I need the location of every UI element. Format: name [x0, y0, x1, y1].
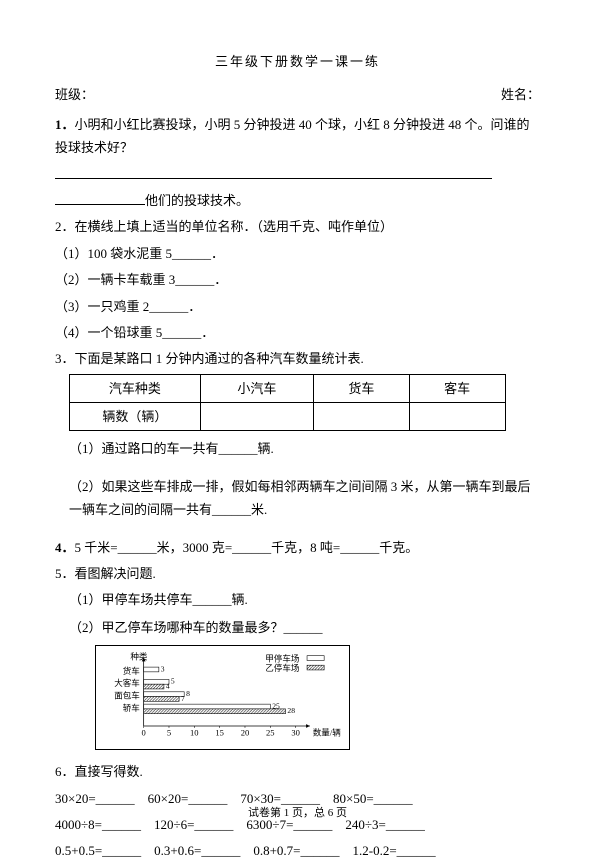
th4: 客车	[409, 374, 505, 402]
blank-line[interactable]	[55, 165, 492, 179]
q6-l3: 0.5+0.5=______ 0.3+0.6=______ 0.8+0.7=__…	[55, 839, 540, 862]
q1-text2: 他们的投球技术。	[55, 189, 540, 212]
th2: 小汽车	[200, 374, 313, 402]
q3-table: 汽车种类 小汽车 货车 客车 辆数（辆）	[69, 374, 506, 432]
q1-blank	[55, 163, 540, 186]
q2-stem: 2．在横线上填上适当的单位名称．（选用千克、吨作单位）	[55, 215, 540, 238]
q3-sub2: （2）如果这些车排成一排，假如每相邻两辆车之间间隔 3 米，从第一辆车到最后一辆…	[69, 475, 540, 522]
page-footer: 试卷第 1 页，总 6 页	[0, 804, 595, 824]
page-title: 三年级下册数学一课一练	[55, 50, 540, 73]
q1: 1．小明和小红比赛投球，小明 5 分钟投进 40 个球，小红 8 分钟投进 48…	[55, 113, 540, 160]
q4-text: 5 千米=______米，3000 克=______千克，8 吨=______千…	[75, 540, 419, 555]
td2[interactable]	[200, 403, 313, 431]
svg-text:15: 15	[215, 728, 224, 738]
svg-text:30: 30	[291, 728, 300, 738]
q3-stem: 3．下面是某路口 1 分钟内通过的各种汽车数量统计表.	[55, 347, 540, 370]
q4: 4．5 千米=______米，3000 克=______千克，8 吨=_____…	[55, 536, 540, 559]
svg-text:货车: 货车	[123, 665, 141, 676]
q1-text1: 小明和小红比赛投球，小明 5 分钟投进 40 个球，小红 8 分钟投进 48 个…	[55, 117, 530, 155]
svg-text:25: 25	[266, 728, 275, 738]
svg-text:数量/辆: 数量/辆	[313, 727, 341, 738]
svg-text:4: 4	[166, 682, 170, 691]
th1: 汽车种类	[70, 374, 201, 402]
svg-text:0: 0	[142, 728, 146, 738]
q3-sub1: （1）通过路口的车一共有______辆.	[69, 437, 540, 460]
svg-text:28: 28	[287, 706, 295, 715]
svg-text:3: 3	[161, 665, 165, 674]
th3: 货车	[314, 374, 410, 402]
svg-text:面包车: 面包车	[114, 690, 140, 701]
td4[interactable]	[409, 403, 505, 431]
q2-p2: （2）一辆卡车载重 3______．	[55, 268, 540, 291]
blank[interactable]	[55, 191, 145, 205]
td1: 辆数（辆）	[70, 403, 201, 431]
chart-svg: 种类051015202530数量/辆甲停车场乙停车场货车3大客车54面包车87轿…	[102, 650, 343, 745]
q1-num: 1．	[55, 117, 75, 132]
svg-text:20: 20	[241, 728, 250, 738]
header-row: 班级： 姓名：	[55, 83, 540, 106]
class-label: 班级：	[55, 83, 94, 106]
q2-p4: （4）一个铅球重 5______．	[55, 321, 540, 344]
svg-text:轿车: 轿车	[123, 702, 141, 713]
svg-text:10: 10	[190, 728, 199, 738]
q5-sub2: （2）甲乙停车场哪种车的数量最多？______	[69, 616, 540, 639]
name-label: 姓名：	[501, 83, 540, 106]
q5-stem: 5．看图解决问题.	[55, 562, 540, 585]
svg-text:8: 8	[186, 689, 190, 698]
svg-text:甲停车场: 甲停车场	[265, 653, 300, 664]
q6-stem: 6．直接写得数.	[55, 760, 540, 783]
svg-text:乙停车场: 乙停车场	[265, 662, 300, 673]
svg-text:种类: 种类	[130, 651, 148, 662]
svg-text:大客车: 大客车	[114, 677, 140, 688]
svg-text:5: 5	[171, 677, 175, 686]
q2-p1: （1）100 袋水泥重 5______．	[55, 242, 540, 265]
svg-text:7: 7	[181, 694, 185, 703]
q5-sub1: （1）甲停车场共停车______辆.	[69, 588, 540, 611]
svg-text:5: 5	[167, 728, 171, 738]
q4-num: 4．	[55, 540, 75, 555]
bar-chart: 种类051015202530数量/辆甲停车场乙停车场货车3大客车54面包车87轿…	[95, 645, 350, 750]
q2-p3: （3）一只鸡重 2______．	[55, 295, 540, 318]
td3[interactable]	[314, 403, 410, 431]
q1-tail: 他们的投球技术。	[145, 193, 249, 208]
